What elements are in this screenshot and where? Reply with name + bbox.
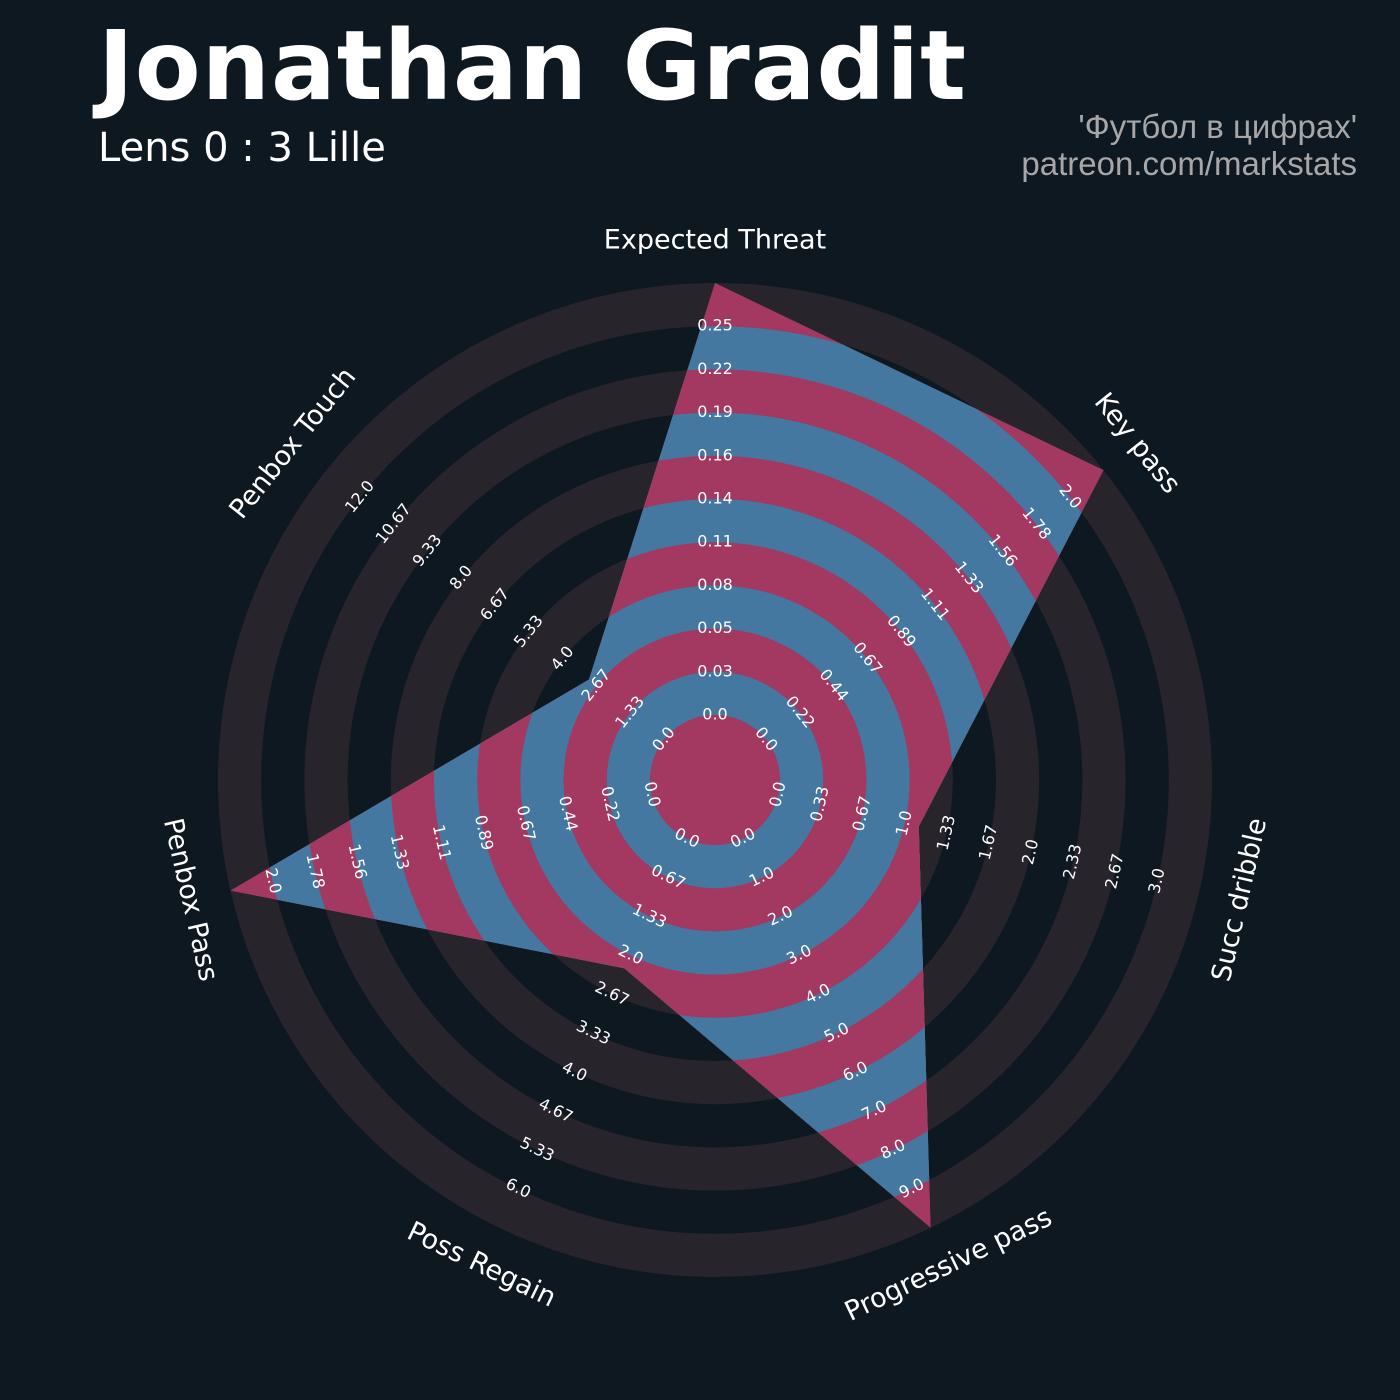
axis-label: Expected Threat — [604, 225, 826, 256]
tick-label: 0.03 — [697, 661, 733, 680]
tick-label: 0.16 — [697, 445, 733, 464]
match-subtitle: Lens 0 : 3 Lille — [98, 125, 386, 171]
tick-label: 0.0 — [702, 705, 727, 724]
radar-fill-center — [650, 715, 780, 845]
tick-label: 0.22 — [697, 359, 733, 378]
tick-label: 0.11 — [697, 532, 733, 551]
tick-label: 0.19 — [697, 402, 733, 421]
axis-label: Penbox Pass — [157, 815, 224, 984]
tick-label: 0.14 — [697, 489, 733, 508]
axis-label: Succ dribble — [1206, 815, 1273, 984]
tick-label: 0.25 — [697, 316, 733, 335]
credit-source: 'Футбол в цифрах' — [1078, 108, 1357, 145]
player-name-title: Jonathan Gradit — [98, 10, 968, 122]
tick-label: 0.05 — [697, 618, 733, 637]
tick-label: 0.08 — [697, 575, 733, 594]
credit-url: patreon.com/markstats — [1021, 145, 1357, 182]
